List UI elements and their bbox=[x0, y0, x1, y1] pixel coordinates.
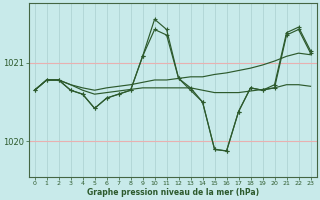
X-axis label: Graphe pression niveau de la mer (hPa): Graphe pression niveau de la mer (hPa) bbox=[86, 188, 259, 197]
